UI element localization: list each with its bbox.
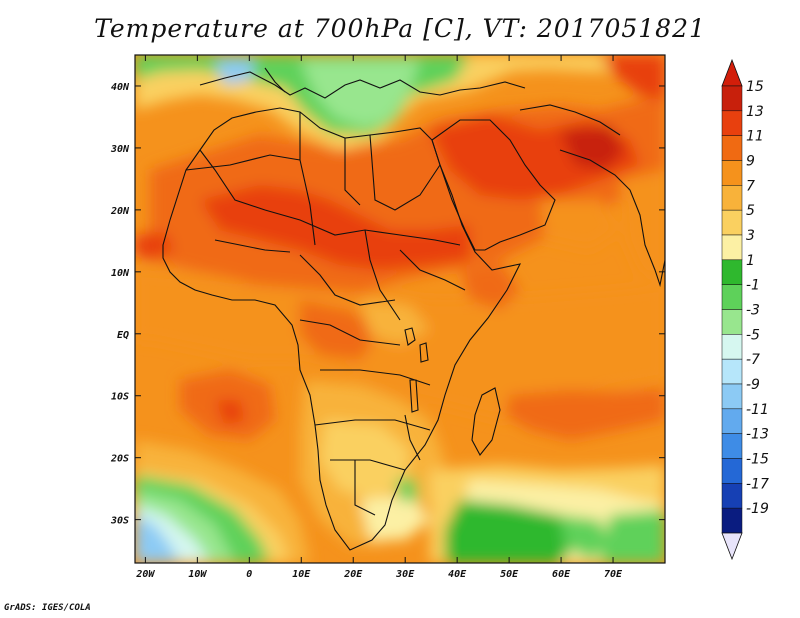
colorbar-bottom-arrow: [721, 532, 743, 561]
colorbar-label: -17: [746, 476, 769, 492]
colorbar-swatch: [721, 309, 743, 335]
chart-title: Temperature at 700hPa [C], VT: 201705182…: [94, 14, 706, 43]
y-tick-label: 10S: [111, 392, 129, 403]
x-tick-label: 20W: [135, 569, 155, 580]
colorbar-label: -13: [746, 427, 769, 443]
axis-ticks: [135, 55, 665, 563]
grads-credit: GrADS: IGES/COLA: [4, 603, 91, 613]
colorbar-labels: 15 13 11 9 7 5 3 1 -1 -3 -5 -7 -9 -11 -13 -15 -17 -19: [746, 79, 769, 517]
colorbar-label: -11: [746, 402, 769, 418]
colorbar-label: 3: [746, 228, 755, 244]
colorbar-label: -15: [746, 452, 769, 468]
x-tick-label: 50E: [500, 569, 519, 580]
colorbar-label: -5: [746, 327, 760, 343]
colorbar-swatch: [721, 383, 743, 410]
x-tick-label: 10E: [292, 569, 311, 580]
colorbar-label: 1: [746, 253, 755, 269]
colorbar-label: 9: [746, 154, 755, 170]
x-tick-label: 40E: [448, 569, 467, 580]
colorbar-swatch: [721, 85, 743, 112]
colorbar-swatch: [721, 358, 743, 385]
colorbar-label: 13: [746, 104, 764, 120]
y-tick-label: 10N: [111, 268, 130, 279]
temperature-field: [135, 55, 665, 563]
x-tick-label: 10W: [188, 569, 207, 580]
plot-frame: [134, 54, 666, 564]
y-tick-label: 30N: [110, 144, 130, 155]
colorbar-swatch: [721, 458, 743, 484]
colorbar-swatch: [721, 259, 743, 285]
y-tick-label: 20N: [110, 206, 130, 217]
y-tick-label: EQ: [117, 330, 129, 341]
colorbar-swatch: [721, 234, 743, 261]
colorbar-label: 5: [746, 203, 755, 219]
colorbar-label: -1: [746, 278, 760, 294]
colorbar-swatch: [721, 135, 743, 161]
y-tick-label: 30S: [110, 516, 129, 527]
x-tick-label: 70E: [604, 569, 623, 580]
axis-labels: 20W 10W 0 10E 20E 30E 40E 50E 60E 70E 40N 30N 20N 10N…: [110, 82, 623, 580]
colorbar-swatch: [721, 334, 743, 360]
colorbar-label: -7: [746, 352, 760, 368]
colorbar-swatch: [721, 483, 743, 509]
colorbar-label: -3: [746, 303, 760, 319]
colorbar-swatch: [721, 160, 743, 186]
y-tick-label: 20S: [110, 454, 129, 465]
x-tick-label: 0: [246, 569, 252, 580]
colorbar-label: 11: [746, 129, 764, 145]
colorbar-label: 15: [746, 79, 764, 95]
colorbar-swatch: [721, 433, 743, 459]
x-tick-label: 20E: [343, 569, 363, 580]
colorbar-swatch: [721, 284, 743, 310]
colorbar-swatch: [721, 209, 743, 236]
colorbar-swatch: [721, 110, 743, 136]
y-tick-label: 40N: [111, 82, 130, 93]
colorbar-swatch: [721, 507, 743, 534]
x-tick-label: 30E: [395, 569, 415, 580]
colorbar-top-arrow: [721, 58, 743, 87]
colorbar-label: 7: [746, 178, 755, 194]
colorbar-swatch: [721, 408, 743, 434]
colorbar-label: -19: [746, 501, 769, 517]
colorbar-label: -9: [746, 377, 760, 393]
x-tick-label: 60E: [552, 569, 571, 580]
colorbar-swatch: [721, 185, 743, 211]
colorbar-swatches: [721, 58, 743, 561]
coastlines: [162, 67, 665, 551]
